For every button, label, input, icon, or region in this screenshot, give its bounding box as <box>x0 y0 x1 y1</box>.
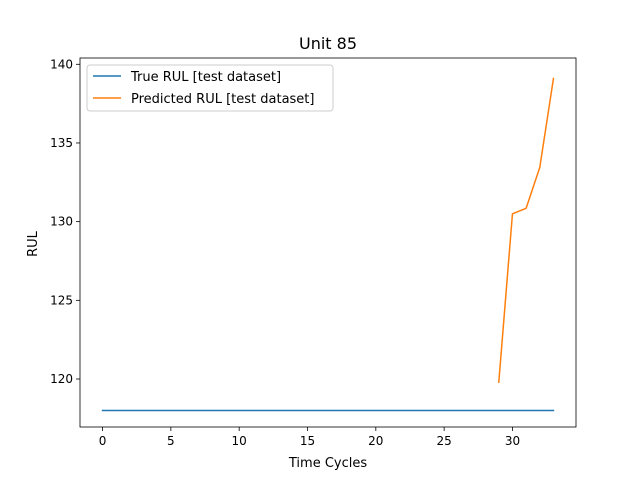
axes-frame <box>79 57 577 428</box>
x-tick-label: 0 <box>99 434 107 448</box>
x-tick-label: 25 <box>437 434 452 448</box>
x-tick-label: 10 <box>232 434 247 448</box>
legend: True RUL [test dataset] Predicted RUL [te… <box>86 64 334 112</box>
y-tick-label: 140 <box>50 57 73 71</box>
y-tick-label: 125 <box>50 293 73 307</box>
plot-area: 0 5 10 15 20 25 30 120 125 130 135 140 <box>50 57 577 448</box>
x-tick-label: 15 <box>300 434 315 448</box>
x-tick-label: 5 <box>167 434 175 448</box>
y-tick-label: 130 <box>50 215 73 229</box>
y-axis-label: RUL <box>26 230 41 257</box>
chart-title: Unit 85 <box>299 34 357 53</box>
y-tick-label: 120 <box>50 372 73 386</box>
x-tick-label: 20 <box>368 434 383 448</box>
x-axis-label: Time Cycles <box>288 456 367 471</box>
x-tick-label: 30 <box>505 434 520 448</box>
legend-label-0: True RUL [test dataset] <box>130 70 281 85</box>
y-tick-label: 135 <box>50 136 73 150</box>
legend-box <box>86 64 334 112</box>
legend-label-1: Predicted RUL [test dataset] <box>131 92 314 107</box>
series-line-1 <box>497 77 555 383</box>
